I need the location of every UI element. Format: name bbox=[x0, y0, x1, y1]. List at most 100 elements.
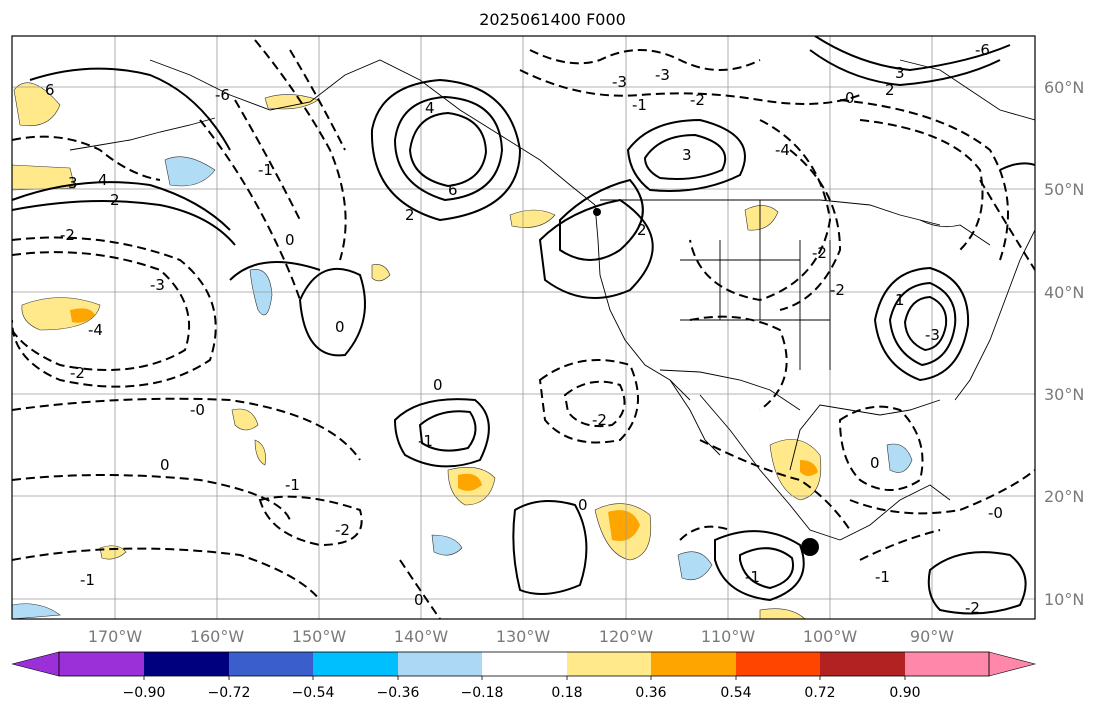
colorbar-tick-label: 0.18 bbox=[551, 685, 582, 701]
contour-label: 0 bbox=[433, 376, 443, 394]
contour-label: 2 bbox=[405, 206, 415, 224]
contour-label: 6 bbox=[45, 81, 55, 99]
shade-negative bbox=[886, 443, 913, 473]
contour-solid bbox=[888, 281, 957, 367]
contour-label: -6 bbox=[975, 41, 990, 59]
shade-positive-core bbox=[800, 460, 818, 476]
contour-dashed bbox=[529, 49, 761, 71]
contour-label: -2 bbox=[690, 91, 705, 109]
shade-positive bbox=[99, 545, 127, 560]
shade-negative bbox=[677, 551, 713, 581]
contour-dashed bbox=[12, 397, 361, 461]
colorbar-segment bbox=[482, 652, 567, 676]
contour-solid bbox=[809, 49, 1001, 87]
lat-label: 10°N bbox=[1044, 590, 1084, 609]
baja-california bbox=[669, 379, 721, 456]
latitude-labels: 60°N 50°N 40°N 30°N 20°N 10°N bbox=[1044, 78, 1084, 609]
lon-label: 110°W bbox=[701, 627, 756, 646]
contour-label: -0 bbox=[988, 504, 1003, 522]
shade-positive bbox=[231, 408, 259, 431]
contour-labels: 6 4 2 -2 -3 -4 -6 0 -1 -2 3 6 4 2 -3 3 -… bbox=[45, 41, 1003, 617]
contour-dashed bbox=[258, 495, 363, 547]
contour-dashed bbox=[199, 119, 301, 301]
map-content: 6 4 2 -2 -3 -4 -6 0 -1 -2 3 6 4 2 -3 3 -… bbox=[12, 36, 1035, 619]
contour-label: -2 bbox=[592, 411, 607, 429]
lon-label: 90°W bbox=[910, 627, 954, 646]
contour-label: -1 bbox=[632, 96, 647, 114]
colorbar-tick-label: −0.90 bbox=[123, 685, 166, 701]
contour-label: -3 bbox=[655, 66, 670, 84]
colorbar-segment bbox=[229, 652, 313, 676]
contour-solid bbox=[12, 181, 231, 231]
contour-label: -2 bbox=[335, 521, 350, 539]
shade-positive-core bbox=[608, 510, 640, 541]
contour-solid bbox=[418, 410, 477, 452]
colorbar-segment bbox=[398, 652, 482, 676]
aleutian-islands bbox=[69, 117, 216, 151]
shade-positive bbox=[509, 209, 556, 228]
longitude-labels: 170°W 160°W 150°W 140°W 130°W 120°W 110°… bbox=[88, 627, 954, 646]
shade-positive bbox=[759, 608, 806, 619]
lat-label: 20°N bbox=[1044, 487, 1084, 506]
contour-solid bbox=[999, 162, 1035, 171]
contour-label: -0 bbox=[190, 401, 205, 419]
contour-dashed bbox=[234, 99, 301, 221]
location-marker bbox=[801, 538, 819, 556]
great-lakes bbox=[919, 219, 991, 246]
contour-label: 2 bbox=[637, 221, 647, 239]
contour-solid bbox=[393, 398, 490, 468]
contour-solid bbox=[538, 198, 654, 299]
contour-label: 0 bbox=[578, 496, 588, 514]
contour-label: 0 bbox=[414, 591, 424, 609]
contour-solid bbox=[29, 67, 231, 151]
lon-label: 120°W bbox=[599, 627, 654, 646]
contour-solid bbox=[512, 500, 588, 595]
colorbar-extend-right bbox=[988, 651, 1037, 677]
contour-label: 2 bbox=[885, 81, 895, 99]
contour-dashed bbox=[699, 439, 851, 531]
lon-label: 160°W bbox=[190, 627, 245, 646]
contour-label: -1 bbox=[418, 432, 433, 450]
contour-solid bbox=[873, 266, 970, 382]
lat-label: 40°N bbox=[1044, 283, 1084, 302]
map-background bbox=[12, 36, 1035, 619]
yucatan bbox=[839, 484, 951, 541]
contour-label: 3 bbox=[68, 174, 78, 192]
colorbar-tick-label: 0.54 bbox=[720, 685, 751, 701]
contour-dashed bbox=[839, 99, 1009, 261]
contour-label: 4 bbox=[98, 171, 108, 189]
contour-dashed bbox=[689, 315, 788, 411]
mexico-west-coast bbox=[699, 394, 841, 541]
contour-dashed bbox=[779, 149, 842, 311]
shade-positive-core bbox=[458, 473, 482, 491]
contour-label: -2 bbox=[830, 281, 845, 299]
colorbar-segment bbox=[567, 652, 651, 676]
colorbar-segment bbox=[736, 652, 820, 676]
map-frame bbox=[11, 35, 1036, 620]
colorbar-tick-label: −0.72 bbox=[208, 685, 251, 701]
contour-dashed bbox=[12, 236, 217, 388]
lat-label: 30°N bbox=[1044, 385, 1084, 404]
map-title: 2025061400 F000 bbox=[479, 10, 626, 29]
contour-solid bbox=[559, 178, 644, 261]
contour-label: 0 bbox=[335, 318, 345, 336]
colorbar-extend-left bbox=[11, 651, 60, 677]
contour-label: -3 bbox=[150, 276, 165, 294]
contour-label: 6 bbox=[448, 181, 458, 199]
contour-label: -1 bbox=[875, 568, 890, 586]
lon-label: 100°W bbox=[803, 627, 858, 646]
contour-label: 0 bbox=[845, 89, 855, 107]
contour-dashed bbox=[563, 380, 626, 428]
colorbar-tick-label: −0.36 bbox=[377, 685, 420, 701]
alaska-coast bbox=[149, 59, 596, 206]
contours bbox=[12, 36, 1035, 619]
contour-dashed bbox=[849, 469, 1035, 515]
contour-label: -1 bbox=[285, 476, 300, 494]
lon-label: 170°W bbox=[88, 627, 143, 646]
contour-solid bbox=[408, 111, 488, 188]
contour-label: 0 bbox=[870, 454, 880, 472]
contour-label: -2 bbox=[70, 364, 85, 382]
contour-dashed bbox=[859, 529, 941, 561]
